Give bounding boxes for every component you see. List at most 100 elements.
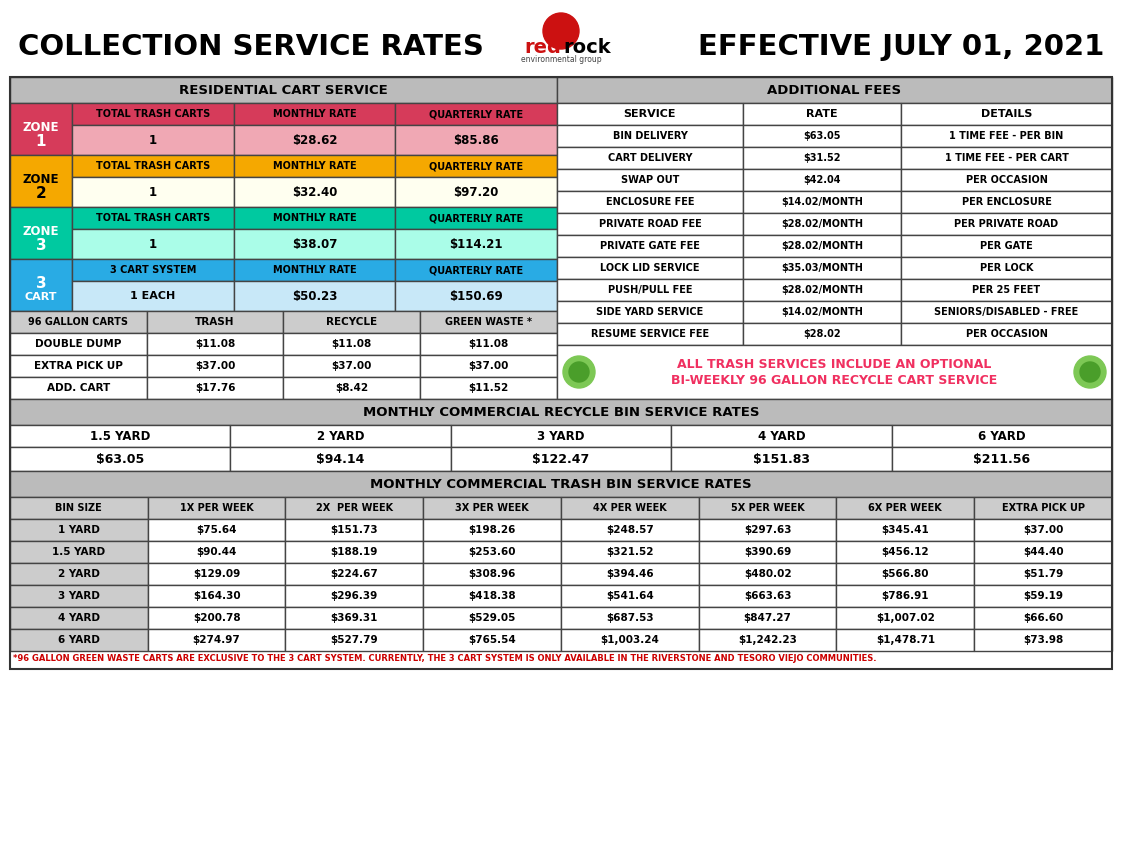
Bar — [837, 497, 974, 519]
Text: $28.02: $28.02 — [803, 329, 840, 339]
Bar — [395, 229, 557, 259]
Bar — [743, 301, 901, 323]
Text: 4 YARD: 4 YARD — [58, 613, 100, 623]
Bar — [285, 497, 423, 519]
Text: *96 GALLON GREEN WASTE CARTS ARE EXCLUSIVE TO THE 3 CART SYSTEM. CURRENTLY, THE : *96 GALLON GREEN WASTE CARTS ARE EXCLUSI… — [13, 654, 876, 663]
Bar — [10, 563, 148, 585]
Text: $42.04: $42.04 — [803, 175, 840, 185]
Text: $847.27: $847.27 — [744, 613, 791, 623]
Bar — [233, 281, 395, 311]
Bar — [421, 311, 557, 333]
Bar — [901, 301, 1112, 323]
Bar — [974, 497, 1112, 519]
Text: 2X  PER WEEK: 2X PER WEEK — [315, 503, 393, 513]
Text: 1: 1 — [36, 134, 46, 148]
Text: $456.12: $456.12 — [882, 547, 929, 557]
Bar — [901, 103, 1112, 125]
Text: $35.03/MONTH: $35.03/MONTH — [781, 263, 863, 273]
Bar — [147, 355, 284, 377]
Text: $150.69: $150.69 — [449, 290, 503, 303]
Text: $663.63: $663.63 — [744, 591, 791, 601]
Bar — [901, 257, 1112, 279]
Bar — [557, 147, 743, 169]
Text: 1: 1 — [149, 237, 157, 250]
Bar — [284, 333, 421, 355]
Text: MONTHLY RATE: MONTHLY RATE — [273, 109, 357, 119]
Bar — [561, 541, 699, 563]
Text: $44.40: $44.40 — [1023, 547, 1064, 557]
Bar — [147, 333, 284, 355]
Text: $11.52: $11.52 — [469, 383, 508, 393]
Bar — [699, 629, 837, 651]
Bar — [72, 125, 233, 155]
Bar — [974, 629, 1112, 651]
Bar — [72, 207, 233, 229]
Bar — [148, 497, 285, 519]
Text: EXTRA PICK UP: EXTRA PICK UP — [1002, 503, 1085, 513]
Text: $253.60: $253.60 — [468, 547, 516, 557]
Text: 2: 2 — [36, 185, 46, 201]
Bar — [230, 425, 451, 447]
Text: 3 CART SYSTEM: 3 CART SYSTEM — [110, 265, 196, 275]
Bar — [561, 585, 699, 607]
Bar — [10, 629, 148, 651]
Text: MONTHLY RATE: MONTHLY RATE — [273, 265, 357, 275]
Text: PER PRIVATE ROAD: PER PRIVATE ROAD — [955, 219, 1059, 229]
Bar — [10, 77, 557, 103]
Text: QUARTERLY RATE: QUARTERLY RATE — [429, 109, 523, 119]
Bar — [557, 169, 743, 191]
Text: $541.64: $541.64 — [606, 591, 654, 601]
Text: 3X PER WEEK: 3X PER WEEK — [456, 503, 528, 513]
Bar — [837, 585, 974, 607]
Circle shape — [1080, 362, 1100, 382]
Bar — [892, 447, 1112, 471]
Text: $198.26: $198.26 — [469, 525, 516, 535]
Text: PER GATE: PER GATE — [981, 241, 1033, 251]
Bar — [699, 541, 837, 563]
Text: 1: 1 — [149, 134, 157, 147]
Bar — [285, 607, 423, 629]
Text: $94.14: $94.14 — [316, 452, 365, 465]
Text: $248.57: $248.57 — [606, 525, 654, 535]
Text: PER OCCASION: PER OCCASION — [966, 329, 1048, 339]
Bar — [72, 229, 233, 259]
Bar — [561, 629, 699, 651]
Text: SERVICE: SERVICE — [624, 109, 677, 119]
Text: PER OCCASION: PER OCCASION — [966, 175, 1048, 185]
Bar — [421, 377, 557, 399]
Bar — [284, 311, 421, 333]
Bar — [233, 155, 395, 177]
Text: $85.86: $85.86 — [453, 134, 499, 147]
Bar — [284, 355, 421, 377]
Bar — [10, 311, 147, 333]
Bar — [72, 103, 233, 125]
Text: $8.42: $8.42 — [335, 383, 368, 393]
Bar — [423, 541, 561, 563]
Text: $63.05: $63.05 — [803, 131, 840, 141]
Bar — [230, 447, 451, 471]
Bar — [974, 607, 1112, 629]
Text: $28.02/MONTH: $28.02/MONTH — [781, 219, 863, 229]
Bar — [557, 345, 1112, 399]
Bar — [148, 629, 285, 651]
Bar — [423, 497, 561, 519]
Bar — [423, 563, 561, 585]
Text: QUARTERLY RATE: QUARTERLY RATE — [429, 161, 523, 171]
Text: rock: rock — [563, 38, 610, 57]
Text: $297.63: $297.63 — [744, 525, 791, 535]
Text: 6 YARD: 6 YARD — [978, 429, 1026, 442]
Bar — [10, 585, 148, 607]
Text: ADDITIONAL FEES: ADDITIONAL FEES — [767, 83, 902, 97]
Text: ZONE: ZONE — [22, 225, 59, 237]
Bar — [557, 235, 743, 257]
Text: 1 TIME FEE - PER CART: 1 TIME FEE - PER CART — [945, 153, 1068, 163]
Text: 1 YARD: 1 YARD — [58, 525, 100, 535]
Bar — [233, 103, 395, 125]
Text: BIN SIZE: BIN SIZE — [55, 503, 102, 513]
Bar — [699, 563, 837, 585]
Bar — [395, 103, 557, 125]
Text: TOTAL TRASH CARTS: TOTAL TRASH CARTS — [95, 109, 210, 119]
Circle shape — [569, 362, 589, 382]
Text: $50.23: $50.23 — [292, 290, 338, 303]
Text: $418.38: $418.38 — [468, 591, 516, 601]
